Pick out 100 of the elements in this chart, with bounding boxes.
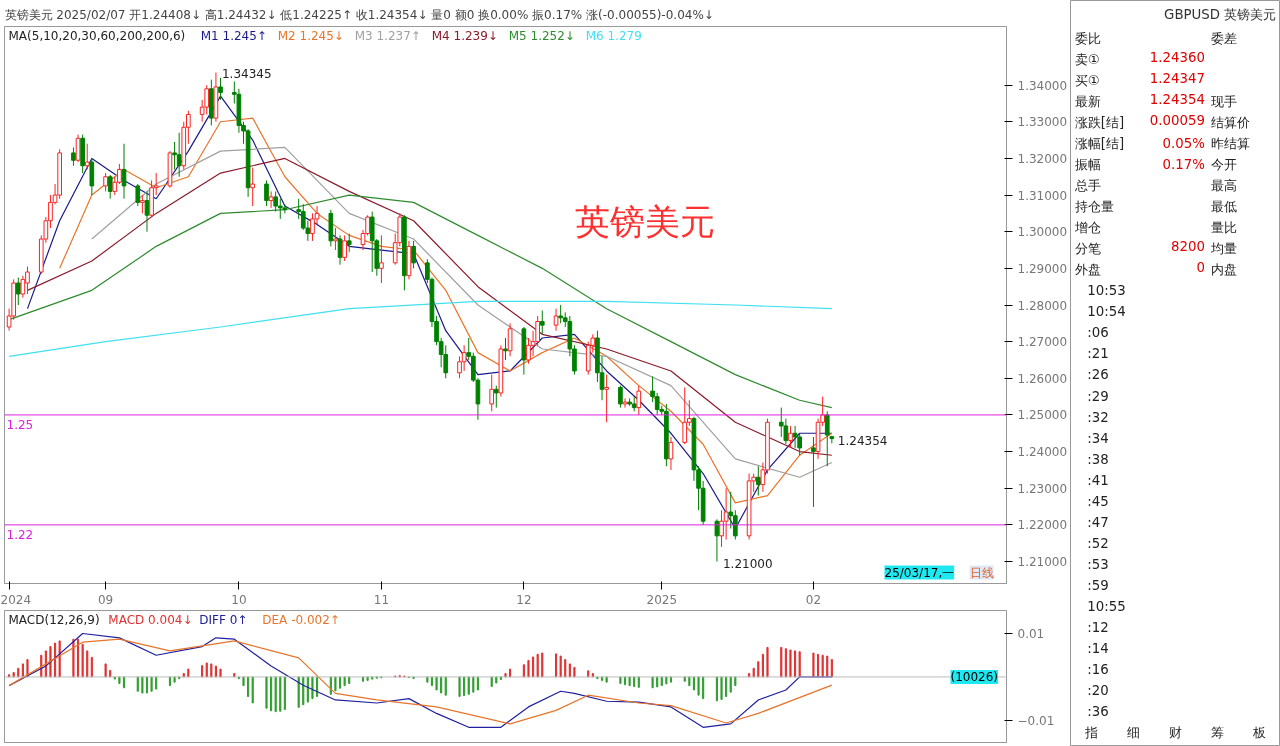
y-tick-label: 1.32000 <box>1017 151 1068 166</box>
text: 0.05% <box>1162 135 1205 151</box>
text: 昨结算 <box>1211 135 1251 151</box>
x-tick-label: 02 <box>805 592 822 607</box>
y-tick-label: 1.21000 <box>1017 555 1068 570</box>
text: :38 <box>1087 451 1109 467</box>
text: 1.24347 <box>1149 70 1205 86</box>
y-tick-label: 1.22000 <box>1017 518 1068 533</box>
text: 增仓 <box>1074 220 1101 236</box>
text: 最高 <box>1211 177 1238 193</box>
text: :52 <box>1087 535 1109 551</box>
text: :12 <box>1087 620 1109 636</box>
text: :29 <box>1087 388 1109 404</box>
text: 分笔 <box>1074 241 1101 257</box>
x-tick-label: 2025 <box>646 592 678 607</box>
text: 0 <box>1196 260 1205 276</box>
y-tick-label: 1.28000 <box>1017 298 1068 313</box>
text: 委比 <box>1074 30 1101 46</box>
annotation: (10026) <box>950 669 999 684</box>
text: GBPUSD 英镑美元 <box>1164 6 1277 22</box>
text: M3 1.237↑ <box>354 28 421 43</box>
x-tick-label: 09 <box>97 592 114 607</box>
text: 内盘 <box>1211 262 1238 278</box>
annotation: 日线 <box>969 565 994 580</box>
text: :47 <box>1087 514 1109 530</box>
x-tick-label: 2024 <box>0 592 32 607</box>
y-tick-label: 0.01 <box>1017 627 1045 642</box>
text: 1.24354 <box>1149 91 1205 107</box>
x-tick-label: 10 <box>231 592 247 607</box>
text: 外盘 <box>1074 262 1101 278</box>
text: 振幅 <box>1074 156 1101 172</box>
text: :41 <box>1087 472 1109 488</box>
text: :20 <box>1087 683 1109 699</box>
text: 今开 <box>1211 156 1238 172</box>
text: 委差 <box>1211 30 1238 46</box>
text: 细 <box>1127 725 1140 741</box>
text: 板 <box>1253 725 1266 741</box>
text: 买① <box>1074 72 1100 88</box>
text: 均量 <box>1211 241 1238 257</box>
text: :32 <box>1087 409 1109 425</box>
text: :53 <box>1087 556 1109 572</box>
text: :21 <box>1087 346 1109 362</box>
text: 卖① <box>1074 51 1100 67</box>
ref-line-label: 1.22 <box>6 527 34 542</box>
y-tick-label: 1.27000 <box>1017 335 1068 350</box>
text: :45 <box>1087 493 1109 509</box>
text: 结算价 <box>1211 114 1251 130</box>
text: M5 1.252↓ <box>508 28 575 43</box>
ref-line-label: 1.25 <box>6 417 34 432</box>
annotation: 1.21000 <box>722 556 773 571</box>
text: :36 <box>1087 704 1109 720</box>
text: 现手 <box>1211 93 1238 109</box>
text: MACD 0.004↓ <box>108 612 193 627</box>
series-label: DIFF 0↑ <box>199 612 248 627</box>
annotation: 1.24354 <box>837 433 888 448</box>
y-tick-label: 1.23000 <box>1017 481 1068 496</box>
text: :34 <box>1087 430 1109 446</box>
text: 涨幅[结] <box>1074 135 1125 151</box>
text: :59 <box>1087 578 1109 594</box>
text: 1.24360 <box>1149 49 1205 65</box>
text: M4 1.239↓ <box>431 28 498 43</box>
text: 10:55 <box>1087 599 1126 615</box>
text: :26 <box>1087 367 1109 383</box>
text: 总手 <box>1074 177 1101 193</box>
annotation: 1.34345 <box>221 67 272 82</box>
text: 财 <box>1169 725 1182 741</box>
annotation: 25/03/17,一 <box>884 565 955 580</box>
text: 10:53 <box>1087 283 1126 299</box>
y-tick-label: 1.31000 <box>1017 188 1068 203</box>
y-tick-label: −0.01 <box>1017 713 1055 728</box>
text: M6 1.279 <box>585 28 642 43</box>
x-tick-label: 11 <box>373 592 390 607</box>
y-tick-label: 1.30000 <box>1017 225 1068 240</box>
text: 指 <box>1085 725 1098 741</box>
y-tick-label: 1.25000 <box>1017 408 1068 423</box>
text: 筹 <box>1211 725 1224 741</box>
text: 量比 <box>1211 220 1238 236</box>
annotation: MA(5,10,20,30,60,200,200,6) <box>8 28 186 43</box>
annotation: 英镑美元 <box>574 201 715 242</box>
chart-title: 英镑美元 2025/02/07 开1.24408↓ 高1.24432↓ 低1.24225↑ 收1.24354↓ 量0 额0 换0.00% 振0.17% 涨(-0.00055)-0.04%↓ <box>4 7 714 22</box>
text: :06 <box>1087 325 1109 341</box>
text: 最低 <box>1211 198 1238 214</box>
series-label: DEA -0.002↑ <box>262 612 340 627</box>
y-tick-label: 1.29000 <box>1017 261 1068 276</box>
chart-title: MACD(12,26,9) <box>8 612 100 627</box>
text: M1 1.245↑ <box>200 28 267 43</box>
text: 10:54 <box>1087 304 1126 320</box>
text: :14 <box>1087 641 1109 657</box>
text: 最新 <box>1074 93 1101 109</box>
text: :16 <box>1087 662 1109 678</box>
text: M2 1.245↓ <box>277 28 344 43</box>
y-tick-label: 1.24000 <box>1017 445 1068 460</box>
y-tick-label: 1.26000 <box>1017 371 1068 386</box>
text: 0.00059 <box>1149 112 1205 128</box>
y-tick-label: 1.33000 <box>1017 115 1068 130</box>
text: 8200 <box>1170 239 1205 255</box>
y-tick-label: 1.34000 <box>1017 78 1068 93</box>
text: 0.17% <box>1162 156 1205 172</box>
x-tick-label: 12 <box>516 592 532 607</box>
text: 持仓量 <box>1074 198 1114 214</box>
